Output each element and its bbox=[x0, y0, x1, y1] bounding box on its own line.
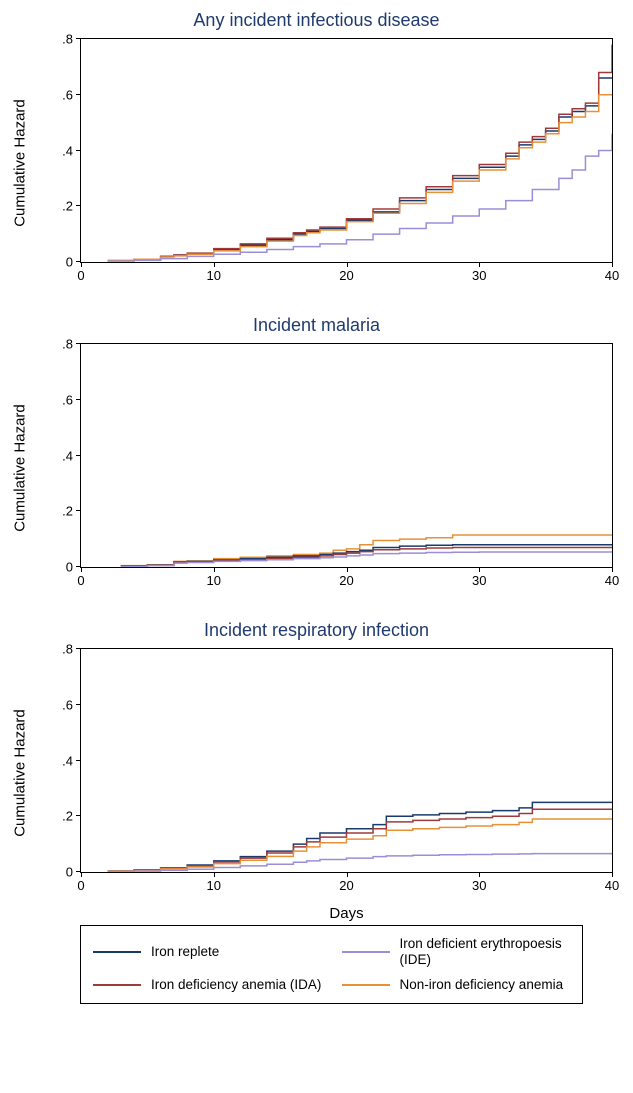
y-tick-label: .8 bbox=[62, 642, 81, 657]
y-tick-label: .6 bbox=[62, 697, 81, 712]
series-line-non_iron bbox=[108, 95, 612, 261]
legend-label: Iron replete bbox=[151, 944, 219, 960]
legend-item: Non-iron deficiency anemia bbox=[342, 977, 571, 993]
x-axis-label: Days bbox=[70, 905, 623, 922]
x-tick-label: 0 bbox=[77, 872, 84, 893]
x-tick-label: 30 bbox=[472, 872, 486, 893]
x-tick-label: 40 bbox=[605, 872, 619, 893]
y-tick-label: .2 bbox=[62, 809, 81, 824]
legend-label: Non-iron deficiency anemia bbox=[400, 977, 564, 993]
x-tick-label: 30 bbox=[472, 262, 486, 283]
panel-title: Any incident infectious disease bbox=[10, 10, 623, 31]
x-tick-label: 20 bbox=[339, 262, 353, 283]
series-line-non_iron bbox=[108, 819, 612, 871]
legend-swatch bbox=[342, 951, 390, 953]
x-tick-label: 0 bbox=[77, 262, 84, 283]
chart-panel: Incident malariaCumulative Hazard0.2.4.6… bbox=[10, 315, 623, 605]
series-line-ide bbox=[121, 552, 612, 566]
y-tick-label: .6 bbox=[62, 87, 81, 102]
x-tick-label: 10 bbox=[207, 262, 221, 283]
panel-title: Incident malaria bbox=[10, 315, 623, 336]
plot-area: 0.2.4.6.8010203040 bbox=[80, 648, 613, 873]
panel-title: Incident respiratory infection bbox=[10, 620, 623, 641]
series-line-ida bbox=[108, 45, 612, 261]
legend-item: Iron deficient erythropoesis (IDE) bbox=[342, 936, 571, 967]
legend-label: Iron deficiency anemia (IDA) bbox=[151, 977, 321, 993]
x-tick-label: 40 bbox=[605, 262, 619, 283]
y-tick-label: .2 bbox=[62, 199, 81, 214]
y-tick-label: .2 bbox=[62, 504, 81, 519]
x-tick-label: 40 bbox=[605, 567, 619, 588]
y-tick-label: .4 bbox=[62, 448, 81, 463]
x-tick-label: 10 bbox=[207, 872, 221, 893]
y-tick-label: .6 bbox=[62, 392, 81, 407]
plot-area: 0.2.4.6.8010203040 bbox=[80, 343, 613, 568]
y-axis-label: Cumulative Hazard bbox=[12, 99, 29, 227]
legend-swatch bbox=[93, 951, 141, 953]
x-tick-label: 20 bbox=[339, 567, 353, 588]
legend-item: Iron replete bbox=[93, 936, 322, 967]
series-line-ide bbox=[108, 134, 612, 261]
series-line-iron_replete bbox=[108, 78, 612, 261]
plot-area: 0.2.4.6.8010203040 bbox=[80, 38, 613, 263]
legend-label: Iron deficient erythropoesis (IDE) bbox=[400, 936, 571, 967]
y-axis-label: Cumulative Hazard bbox=[12, 404, 29, 532]
y-tick-label: .8 bbox=[62, 32, 81, 47]
legend: Iron replete Iron deficient erythropoesis… bbox=[80, 925, 583, 1004]
y-axis-label: Cumulative Hazard bbox=[12, 709, 29, 837]
y-tick-label: .4 bbox=[62, 753, 81, 768]
legend-swatch bbox=[93, 984, 141, 986]
legend-swatch bbox=[342, 984, 390, 986]
series-line-iron_replete bbox=[108, 802, 612, 871]
chart-panel: Incident respiratory infection Cumulative… bbox=[10, 620, 623, 910]
x-tick-label: 0 bbox=[77, 567, 84, 588]
y-tick-label: .4 bbox=[62, 143, 81, 158]
x-tick-label: 30 bbox=[472, 567, 486, 588]
x-tick-label: 10 bbox=[207, 567, 221, 588]
chart-panel: Any incident infectious disease Cumulativ… bbox=[10, 10, 623, 300]
legend-item: Iron deficiency anemia (IDA) bbox=[93, 977, 322, 993]
y-tick-label: .8 bbox=[62, 337, 81, 352]
x-tick-label: 20 bbox=[339, 872, 353, 893]
